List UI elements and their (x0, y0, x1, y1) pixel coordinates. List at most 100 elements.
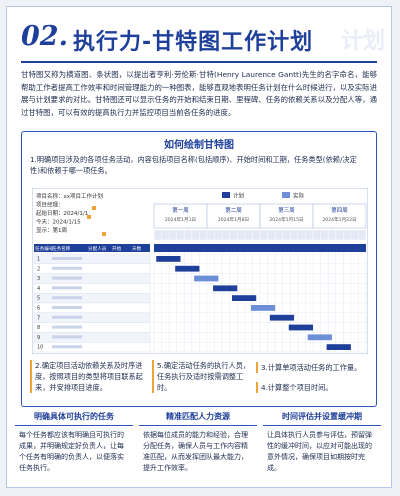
day-cell (229, 229, 238, 241)
row-number: 9 (37, 335, 40, 341)
step: 3.计算单项活动任务的工作量。 (256, 362, 376, 373)
howto-box: 如何绘制甘特图 1.明确项目涉及的各项任务活动，内容包括项目名称(包括顺序)、开… (21, 131, 377, 407)
project-info: 今天：2024/1/15 (36, 218, 81, 226)
week-date: 2024年1月22日 (322, 216, 356, 223)
day-cell (168, 229, 177, 241)
legend-swatch (282, 192, 290, 198)
week-name: 第一周 (172, 206, 189, 214)
day-cell (327, 229, 336, 241)
intro-text: 甘特图又称为横道图、条状图，以提出者亨利·劳伦斯·甘特(Henry Lauren… (21, 70, 377, 117)
row-bar (52, 345, 82, 349)
row-number: 10 (37, 345, 43, 351)
row-bar (52, 296, 82, 300)
week-date: 2024年1月8日 (218, 216, 249, 223)
day-cell (184, 229, 193, 241)
day-cell (237, 229, 246, 241)
row-number: 2 (37, 266, 40, 272)
watermark: 计划 (340, 29, 385, 54)
day-cell (320, 229, 329, 241)
project-info: 项目名称：xx项目工作计划 (36, 192, 103, 200)
tip-text: 让具体执行人员参与评估，预留弹性的缓冲时间，以应对可能出现的意外情况，确保项目如… (267, 431, 372, 472)
task-bar (288, 324, 313, 331)
tip-text: 依据每位成员的能力和经验，合理分配任务，确保人员与工作内容精准匹配，从而发挥团队… (143, 431, 248, 472)
day-cell (274, 229, 283, 241)
week-name: 第三周 (278, 206, 295, 214)
row (33, 332, 151, 343)
grid-header (154, 244, 366, 252)
task-bar (156, 256, 181, 262)
week-header (312, 203, 367, 229)
week-date: 2024年1月1日 (165, 216, 196, 223)
page-title: 执行力-甘特图工作计划 (73, 30, 314, 55)
marker (102, 232, 106, 236)
row-bar (52, 276, 82, 280)
day-cell (290, 229, 299, 241)
marker (87, 215, 91, 219)
section-title: 如何绘制甘特图 (164, 140, 234, 151)
day-cell (206, 229, 215, 241)
row (33, 283, 151, 294)
row-bar (52, 266, 82, 270)
column-header: 分配人员 (88, 245, 107, 252)
row-bar (52, 306, 82, 309)
day-cell (259, 229, 268, 241)
day-cell (252, 229, 261, 241)
day-cell (358, 229, 367, 241)
marker (92, 206, 96, 210)
row-bar (52, 325, 82, 329)
column-header: 任务名称 (52, 245, 71, 252)
row (33, 302, 151, 314)
day-cell (153, 229, 162, 241)
tip: 时间评估并设置缓冲期让具体执行人员参与评估，预留弹性的缓冲时间，以应对可能出现的… (263, 411, 381, 474)
row (33, 263, 151, 274)
step: 5.确定活动任务的执行人员，任务执行及适时按需调整工时。 (152, 360, 253, 393)
tip: 明确具体可执行的任务每个任务都应该有明确且可执行的成果，并明确规定好负责人，让每… (15, 411, 133, 474)
day-cell (305, 229, 314, 241)
row-bar (52, 257, 82, 260)
week-header (259, 203, 314, 229)
day-cell (221, 229, 230, 241)
row-number: 7 (37, 315, 40, 321)
task-bar (175, 265, 200, 272)
step: 2.确定项目活动依赖关系及时序进度，按照项目的类型将项目联系起来，并安排项目进度… (30, 360, 147, 393)
row (33, 322, 151, 333)
tip: 精准匹配人力资源依据每位成员的能力和经验，合理分配任务，确保人员与工作内容精准匹… (139, 411, 257, 474)
tip-title: 时间评估并设置缓冲期 (263, 411, 381, 426)
row (33, 273, 151, 284)
week-name: 第二周 (225, 206, 242, 214)
row-number: 8 (37, 325, 40, 331)
row-number: 5 (37, 296, 40, 302)
table-header (34, 244, 150, 252)
row-bar (52, 335, 82, 339)
day-cell (244, 229, 253, 241)
day-cell (161, 229, 170, 241)
divider (21, 61, 377, 63)
task-bar (250, 305, 276, 311)
day-cell (191, 229, 200, 241)
row-number: 3 (37, 276, 40, 282)
day-cell (350, 229, 359, 241)
tip-text: 每个任务都应该有明确且可执行的成果，并明确规定好负责人，让每个任务有明确的负责人… (19, 431, 124, 472)
day-cell (343, 229, 352, 241)
day-cell (282, 229, 291, 241)
day-cell (214, 229, 223, 241)
legend-swatch (222, 192, 230, 198)
project-info: 显示：第1周 (36, 226, 67, 234)
legend-label: 计划 (233, 192, 244, 200)
gantt-sheet: 项目名称：xx项目工作计划项目经理：起始日期：2024/1/1今天：2024/1… (32, 188, 368, 354)
legend-label: 实际 (293, 192, 305, 200)
day-cell (199, 229, 208, 241)
column-header: 天数 (132, 245, 142, 252)
task-bar (194, 275, 219, 282)
day-cell (267, 229, 276, 241)
tip-title: 明确具体可执行的任务 (15, 411, 133, 426)
task-bar (231, 295, 257, 301)
task-bar (307, 334, 332, 341)
step: 1.明确项目涉及的各项任务活动，内容包括项目名称(包括顺序)、开始时间和工期，任… (30, 155, 357, 175)
day-cell (176, 229, 185, 241)
tip-title: 精准匹配人力资源 (139, 411, 257, 426)
day-cell (297, 229, 306, 241)
row-bar (52, 286, 82, 290)
section-number: 02. (21, 21, 68, 52)
